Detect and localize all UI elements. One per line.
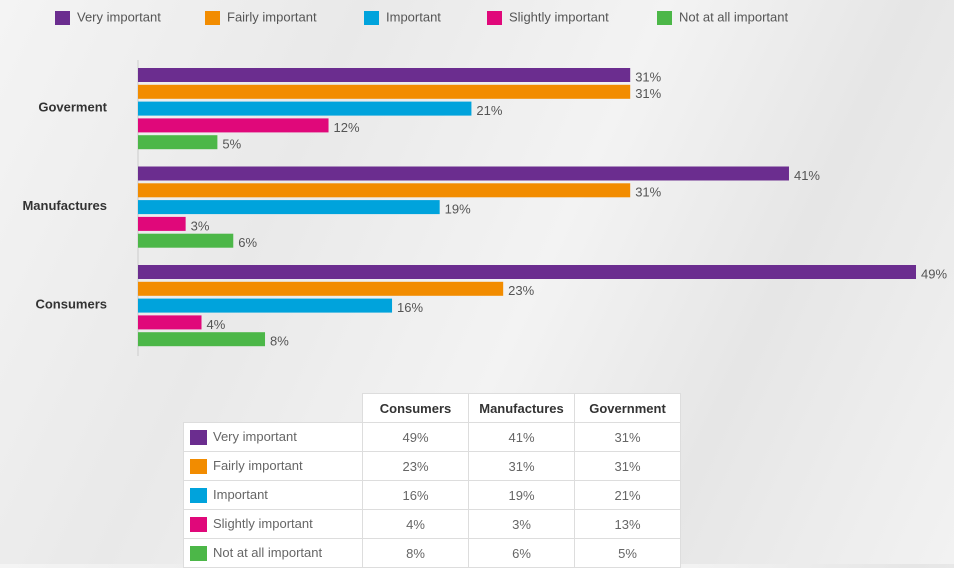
data-label: 31% xyxy=(635,69,661,84)
row-label-cell: Slightly important xyxy=(183,509,363,539)
bar xyxy=(138,265,916,279)
legend-label: Not at all important xyxy=(679,9,788,24)
legend-label: Very important xyxy=(77,9,161,24)
chart: Very important Fairly important Important S… xyxy=(22,9,947,356)
table-row: Very important 49% 41% 31% xyxy=(183,422,681,452)
bar xyxy=(138,315,202,330)
legend-label: Important xyxy=(386,9,441,24)
bar xyxy=(138,68,631,82)
column-header: Manufactures xyxy=(468,393,575,423)
bar xyxy=(138,233,234,248)
legend-swatch xyxy=(364,11,379,25)
table-cell: 8% xyxy=(362,538,469,568)
category-label: Goverment xyxy=(38,99,107,114)
data-label: 8% xyxy=(270,334,289,349)
row-label-cell: Fairly important xyxy=(183,451,363,481)
data-label: 5% xyxy=(222,137,241,152)
bar xyxy=(138,298,393,313)
data-label: 19% xyxy=(445,202,471,217)
data-label: 23% xyxy=(508,283,534,298)
legend-swatch xyxy=(657,11,672,25)
legend-swatch xyxy=(205,11,220,25)
table-cell: 49% xyxy=(362,422,469,452)
row-label: Fairly important xyxy=(213,457,303,473)
bar xyxy=(138,216,186,231)
data-label: 3% xyxy=(191,218,210,233)
row-label-cell: Important xyxy=(183,480,363,510)
row-swatch xyxy=(190,459,207,475)
data-label: 16% xyxy=(397,300,423,315)
table-cell: 19% xyxy=(468,480,575,510)
table-row: Slightly important 4% 3% 13% xyxy=(183,509,681,539)
legend-label: Fairly important xyxy=(227,9,317,24)
header-row: Consumers Manufactures Government xyxy=(183,393,681,423)
row-swatch xyxy=(190,488,207,504)
bar xyxy=(138,118,329,133)
data-label: 21% xyxy=(476,103,502,118)
data-label: 41% xyxy=(794,168,820,183)
data-label: 49% xyxy=(921,266,947,281)
table-cell: 13% xyxy=(574,509,681,539)
table-cell: 4% xyxy=(362,509,469,539)
bar xyxy=(138,84,631,99)
data-label: 31% xyxy=(635,185,661,200)
table-cell: 3% xyxy=(468,509,575,539)
bar xyxy=(138,183,631,198)
row-label-cell: Very important xyxy=(183,422,363,452)
row-label-cell: Not at all important xyxy=(183,538,363,568)
table-cell: 16% xyxy=(362,480,469,510)
table-row: Important 16% 19% 21% xyxy=(183,480,681,510)
data-table: Consumers Manufactures Government Very impo… xyxy=(183,393,681,568)
table-cell: 5% xyxy=(574,538,681,568)
table-cell: 21% xyxy=(574,480,681,510)
data-label: 31% xyxy=(635,86,661,101)
bar xyxy=(138,101,472,116)
row-label: Slightly important xyxy=(213,515,313,531)
legend-label: Slightly important xyxy=(509,9,609,24)
row-swatch xyxy=(190,517,207,533)
corner-cell xyxy=(183,393,363,423)
table-cell: 6% xyxy=(468,538,575,568)
bar xyxy=(138,332,266,347)
data-label: 4% xyxy=(207,317,226,332)
row-label: Important xyxy=(213,486,268,502)
row-swatch xyxy=(190,546,207,562)
row-swatch xyxy=(190,430,207,446)
bar xyxy=(138,281,504,296)
legend-swatch xyxy=(55,11,70,25)
data-label: 6% xyxy=(238,235,257,250)
row-label: Very important xyxy=(213,428,297,444)
row-label: Not at all important xyxy=(213,544,323,560)
table-cell: 31% xyxy=(574,451,681,481)
category-label: Consumers xyxy=(35,296,107,311)
table-cell: 23% xyxy=(362,451,469,481)
table-cell: 41% xyxy=(468,422,575,452)
legend-swatch xyxy=(487,11,502,25)
column-header: Government xyxy=(574,393,681,423)
bar xyxy=(138,166,789,181)
table-row: Not at all important 8% 6% 5% xyxy=(183,538,681,568)
table-row: Fairly important 23% 31% 31% xyxy=(183,451,681,481)
table-cell: 31% xyxy=(574,422,681,452)
table-cell: 31% xyxy=(468,451,575,481)
data-label: 12% xyxy=(334,120,360,135)
bar xyxy=(138,135,218,150)
category-label: Manufactures xyxy=(22,198,107,213)
column-header: Consumers xyxy=(362,393,469,423)
bar xyxy=(138,200,440,215)
